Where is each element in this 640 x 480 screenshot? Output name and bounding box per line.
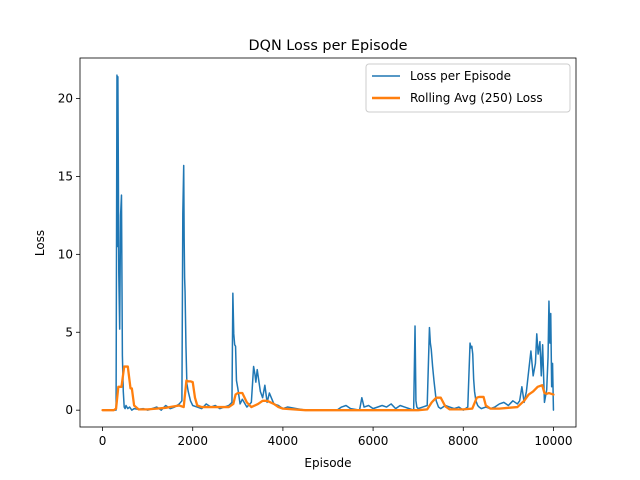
y-tick-label: 10 [58,247,73,261]
x-axis: 0 2000 4000 6000 8000 10000 [99,427,573,448]
x-tick-label: 6000 [358,434,389,448]
y-tick-label: 15 [58,169,73,183]
x-tick-label: 0 [99,434,107,448]
x-tick-label: 8000 [448,434,479,448]
y-tick-label: 0 [65,403,73,417]
chart-title: DQN Loss per Episode [249,38,408,54]
legend: Loss per Episode Rolling Avg (250) Loss [365,63,571,113]
x-tick-label: 4000 [268,434,299,448]
y-tick-label: 20 [58,92,73,106]
x-tick-label: 10000 [534,434,572,448]
plot-lines [101,74,555,412]
legend-label-loss: Loss per Episode [410,69,511,83]
y-axis: 0 5 10 15 20 [58,92,80,417]
x-axis-label: Episode [304,456,351,470]
x-tick-label: 2000 [177,434,208,448]
y-tick-label: 5 [65,325,73,339]
legend-label-rolling-avg: Rolling Avg (250) Loss [410,91,543,105]
legend-box [365,63,571,113]
y-axis-label: Loss [33,230,47,256]
plot-frame [79,57,577,428]
series-line-rolling-avg [101,365,555,412]
